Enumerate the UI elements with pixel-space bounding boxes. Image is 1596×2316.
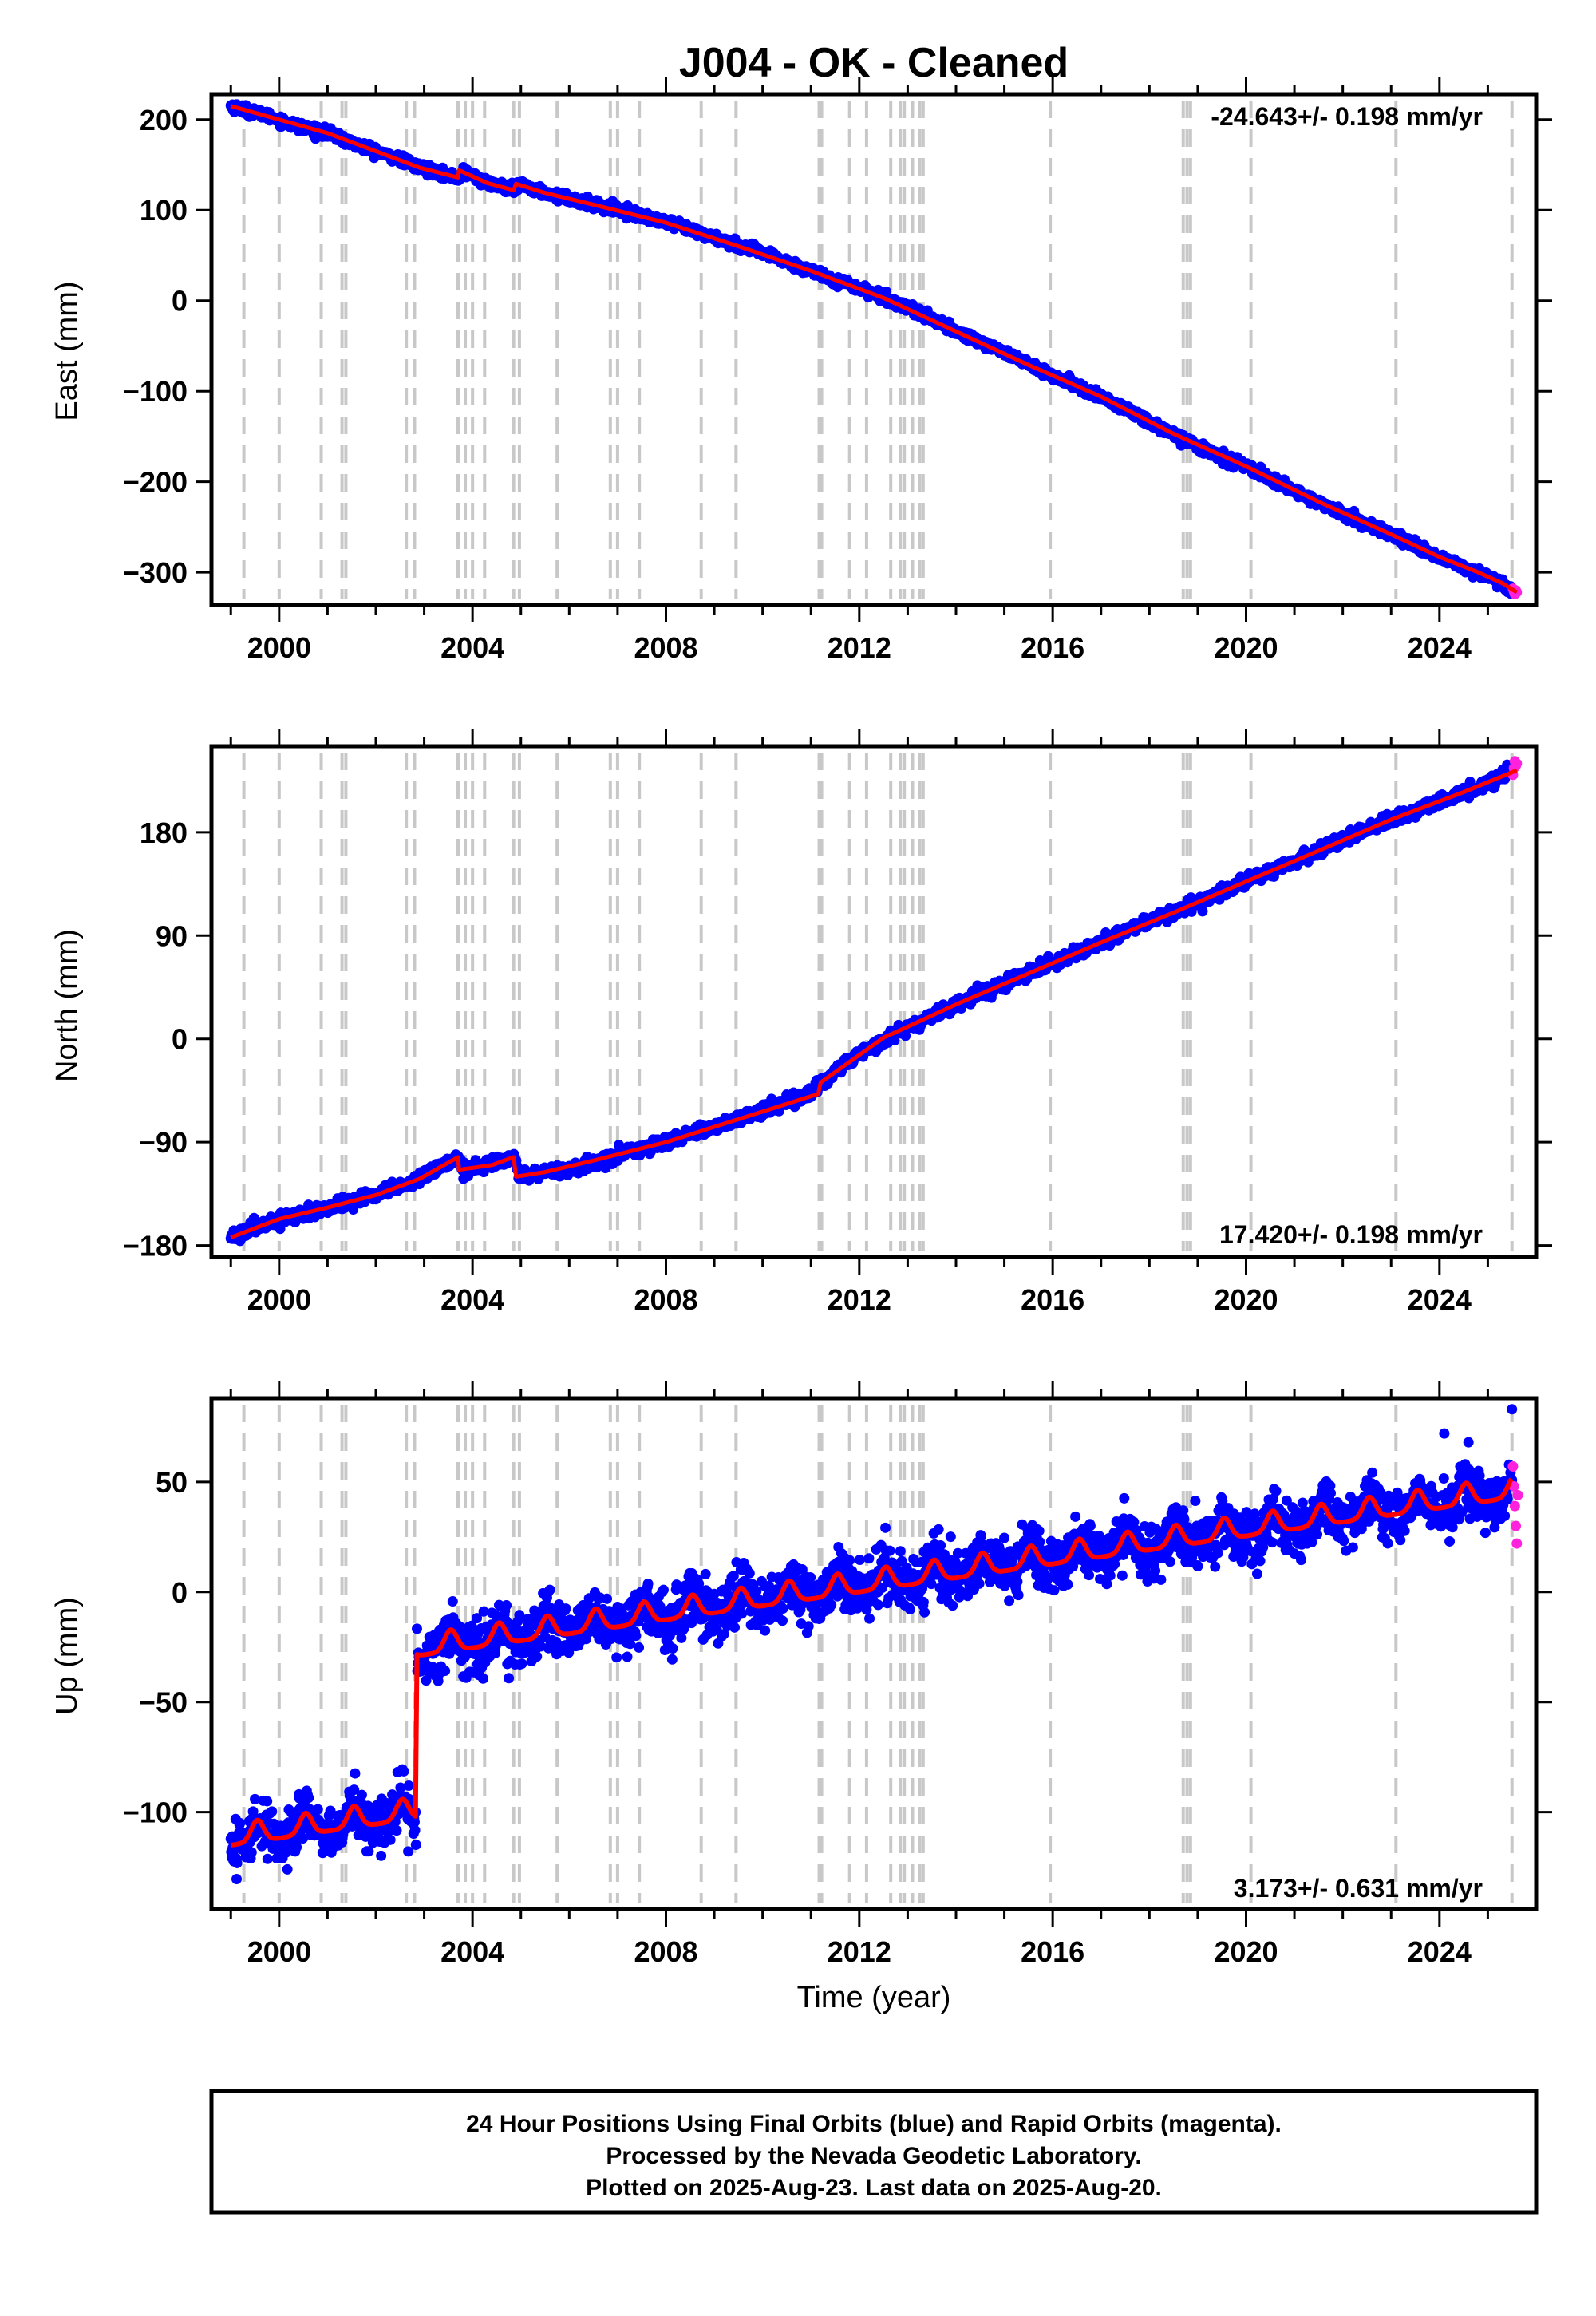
north-final-orbit-point xyxy=(900,1030,911,1041)
north-y-tick-label: 0 xyxy=(172,1023,188,1056)
east-y-tick-label: −100 xyxy=(123,375,188,408)
up-final-orbit-point xyxy=(350,1768,361,1779)
east-rate-label: -24.643+/- 0.198 mm/yr xyxy=(1211,102,1483,131)
north-y-tick-label: −180 xyxy=(123,1230,188,1263)
north-x-tick-label: 2020 xyxy=(1214,1283,1278,1316)
east-x-tick-label: 2008 xyxy=(634,631,697,664)
north-y-tick-label: 180 xyxy=(140,816,188,849)
east-y-tick-label: −300 xyxy=(123,556,188,589)
east-y-tick-label: 200 xyxy=(140,104,188,136)
east-axes: 2000 2004 2008 2012 2016 2020 2024 200 100 0 −100 −… xyxy=(123,77,1552,664)
east-x-tick-label: 2024 xyxy=(1408,631,1472,664)
east-x-tick-label: 2004 xyxy=(440,631,504,664)
north-x-tick-label: 2000 xyxy=(247,1283,311,1316)
east-x-tick-label: 2000 xyxy=(247,631,311,664)
north-y-tick-label: −90 xyxy=(139,1126,188,1159)
figure-title: J004 - OK - Cleaned xyxy=(679,40,1069,86)
east-x-tick-label: 2012 xyxy=(828,631,891,664)
up-final-orbit-point xyxy=(267,1806,278,1817)
north-x-tick-label: 2024 xyxy=(1408,1283,1472,1316)
east-event-lines xyxy=(242,101,1514,599)
up-final-orbit-point xyxy=(231,1874,243,1885)
east-y-tick-label: 0 xyxy=(172,285,188,318)
east-y-tick-label: −200 xyxy=(123,466,188,499)
north-x-tick-label: 2004 xyxy=(440,1283,504,1316)
up-final-orbit-point xyxy=(246,1847,257,1858)
east-panel: 2000 2004 2008 2012 2016 2020 2024 200 100 0 −100 −… xyxy=(50,77,1552,664)
up-final-orbit-point xyxy=(262,1853,273,1864)
east-plot-frame xyxy=(209,92,1539,607)
east-final-orbit-points xyxy=(225,99,1517,599)
north-rapid-orbit-points xyxy=(1507,756,1523,781)
north-y-tick-label: 90 xyxy=(156,919,188,952)
north-final-orbit-points xyxy=(225,759,1517,1247)
east-model-fit-line xyxy=(230,104,1519,595)
east-x-tick-label: 2016 xyxy=(1021,631,1084,664)
up-final-orbit-point xyxy=(291,1842,302,1853)
north-x-tick-label: 2008 xyxy=(634,1283,697,1316)
up-final-orbit-point xyxy=(282,1863,293,1875)
east-y-axis-label: East (mm) xyxy=(50,281,84,421)
up-final-orbit-point xyxy=(303,1792,314,1804)
north-x-tick-label: 2016 xyxy=(1021,1283,1084,1316)
north-panel: 2000 2004 2008 2012 2016 2020 2024 180 90 0 −90 −18… xyxy=(50,729,1552,1316)
east-y-tick-label: 100 xyxy=(140,194,188,227)
east-x-tick-label: 2020 xyxy=(1214,631,1278,664)
north-rate-label: 17.420+/- 0.198 mm/yr xyxy=(1219,1220,1483,1249)
up-final-orbit-point xyxy=(312,1804,323,1815)
north-y-axis-label: North (mm) xyxy=(50,929,84,1082)
north-rapid-orbit-point xyxy=(1511,758,1523,769)
east-model-fit xyxy=(230,104,1519,595)
north-final-orbit-point xyxy=(1197,906,1208,917)
up-final-orbit-point xyxy=(262,1796,273,1807)
up-final-orbit-point xyxy=(231,1857,243,1868)
up-final-orbit-point xyxy=(356,1789,367,1800)
north-x-tick-label: 2012 xyxy=(828,1283,891,1316)
up-final-orbit-points xyxy=(225,1404,1518,1885)
